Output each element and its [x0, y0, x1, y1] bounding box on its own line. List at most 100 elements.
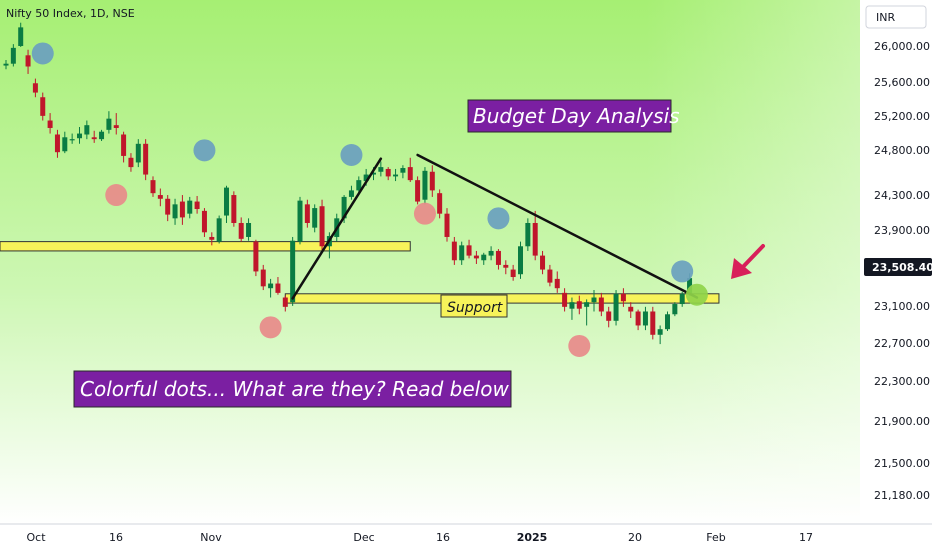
candle	[393, 168, 399, 182]
marker-dot[interactable]	[105, 184, 128, 207]
candle-body	[106, 118, 112, 130]
marker-dot[interactable]	[487, 207, 510, 230]
marker-dot[interactable]	[340, 143, 363, 166]
candle	[209, 232, 215, 246]
candle-body	[613, 293, 619, 321]
candle-body	[135, 143, 141, 163]
candle	[606, 306, 612, 328]
candle-body	[584, 302, 590, 307]
x-tick-label: Nov	[200, 531, 222, 544]
marker-dot[interactable]	[413, 202, 436, 225]
candle	[525, 218, 531, 251]
y-tick-label: 23,900.00	[874, 224, 930, 237]
candle	[540, 250, 546, 275]
candle-body	[18, 27, 24, 46]
uptrend-line[interactable]	[291, 157, 383, 300]
candle	[635, 309, 641, 331]
candle-body	[268, 283, 274, 289]
candle	[451, 236, 457, 265]
candle-body	[393, 174, 399, 177]
candle-body	[620, 293, 626, 302]
candle	[312, 204, 318, 233]
candle	[135, 139, 141, 168]
y-tick-label: 25,600.00	[874, 76, 930, 89]
candle-body	[128, 157, 134, 168]
candle	[613, 290, 619, 326]
candle-body	[179, 201, 185, 218]
x-tick-label: 16	[436, 531, 450, 544]
candle-body	[444, 213, 450, 237]
candle-body	[10, 47, 16, 64]
candle-body	[437, 193, 443, 214]
candle	[665, 311, 670, 332]
marker-dot[interactable]	[193, 139, 216, 162]
candle-body	[143, 143, 149, 175]
candle	[657, 325, 663, 345]
marker-dot[interactable]	[31, 42, 54, 65]
candle	[620, 288, 626, 307]
candle-body	[54, 134, 60, 153]
candle-body	[341, 196, 347, 219]
support-annotation-box[interactable]	[440, 294, 508, 318]
pointer-arrow-icon	[731, 244, 765, 279]
y-tick-label: 22,700.00	[874, 337, 930, 350]
y-tick-label: 21,900.00	[874, 415, 930, 428]
candle	[91, 130, 97, 143]
symbol-title: Nifty 50 Index, 1D, NSE	[6, 7, 135, 20]
candle	[40, 92, 46, 121]
candle-body	[371, 172, 376, 175]
candle	[106, 111, 112, 134]
marker-dot[interactable]	[671, 260, 694, 283]
marker-dot[interactable]	[259, 316, 282, 339]
budget-annotation-box[interactable]	[467, 99, 672, 133]
x-tick-label: 16	[109, 531, 123, 544]
candle-body	[275, 283, 281, 293]
candle-body	[348, 190, 354, 197]
candle-body	[415, 180, 421, 202]
candle	[157, 188, 163, 207]
candle-body	[363, 174, 369, 182]
candle	[113, 113, 119, 135]
candle-body	[657, 329, 663, 335]
candle	[576, 295, 582, 315]
candle-body	[224, 187, 229, 216]
candle	[679, 291, 685, 307]
candle-body	[304, 204, 310, 223]
candle	[503, 260, 509, 275]
resistance-zone[interactable]	[0, 241, 411, 252]
currency-button[interactable]	[865, 5, 927, 29]
candle	[231, 191, 237, 227]
candle	[260, 264, 266, 291]
candle-body	[635, 311, 641, 326]
candle	[473, 250, 479, 264]
candle	[10, 44, 16, 67]
marker-dot[interactable]	[685, 283, 708, 306]
dots-annotation-box[interactable]	[73, 370, 512, 408]
plot-background-fade	[0, 0, 860, 524]
candle	[319, 199, 325, 251]
candle	[642, 306, 648, 331]
currency-label: INR	[876, 11, 895, 24]
marker-dot[interactable]	[568, 334, 591, 357]
candle	[47, 113, 53, 134]
x-tick-label: Feb	[706, 531, 725, 544]
candle	[201, 208, 207, 237]
candle	[165, 195, 171, 222]
candle-body	[503, 264, 509, 268]
candle	[268, 278, 274, 298]
downtrend-line[interactable]	[416, 153, 699, 299]
candle-body	[672, 304, 678, 315]
candle	[282, 295, 288, 312]
candle-body	[510, 269, 516, 278]
candle-body	[172, 204, 178, 219]
candle	[172, 198, 178, 225]
candle-body	[473, 255, 479, 259]
candle-body	[422, 170, 428, 200]
candle	[77, 127, 82, 144]
candle	[650, 306, 656, 340]
candle	[591, 290, 597, 312]
x-tick-label: Dec	[353, 531, 374, 544]
candle-body	[466, 245, 472, 256]
